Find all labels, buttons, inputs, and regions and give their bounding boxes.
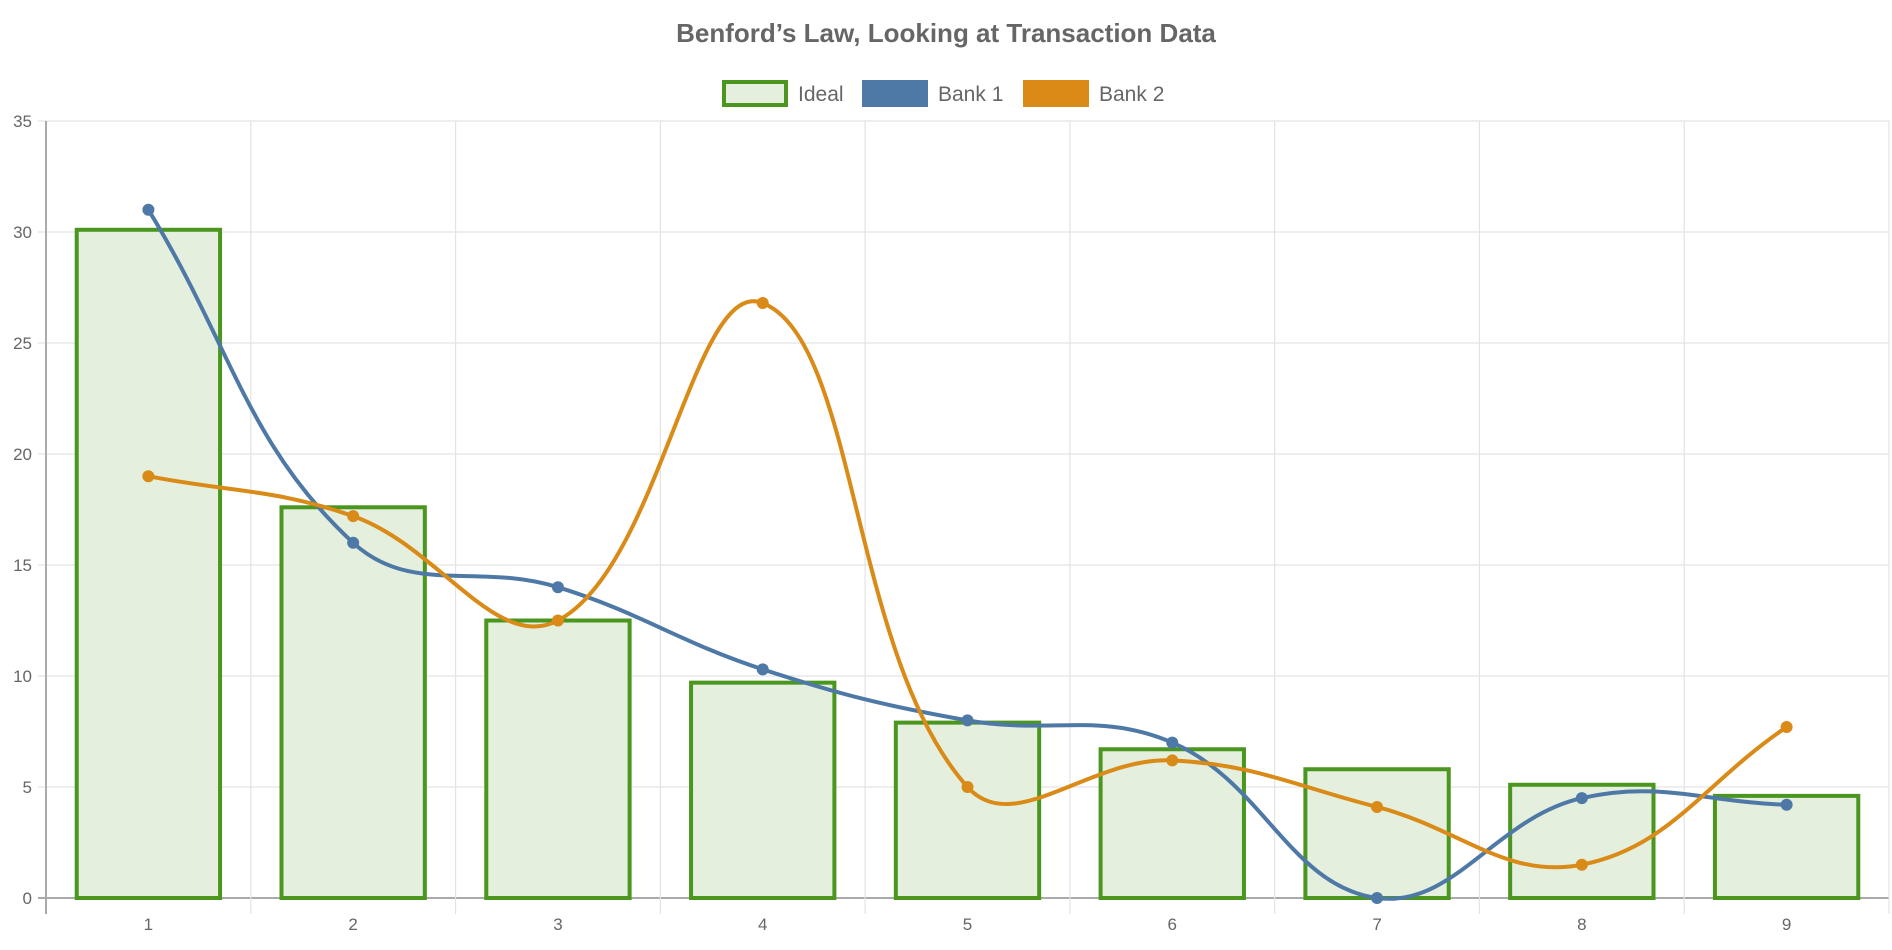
- bank-1-point: [1166, 736, 1179, 749]
- bank-1-point: [347, 536, 360, 549]
- x-tick-label: 3: [553, 915, 562, 934]
- ideal-bar: [1712, 793, 1861, 901]
- x-tick-label: 7: [1372, 915, 1381, 934]
- x-tick-label: 5: [963, 915, 972, 934]
- ideal-bar: [279, 505, 427, 900]
- y-tick-label: 10: [13, 667, 32, 686]
- grid: [38, 120, 1890, 914]
- ideal-bar: [1098, 747, 1246, 901]
- bank-1-point: [551, 581, 564, 594]
- x-tick-label: 6: [1168, 915, 1177, 934]
- x-tick-label: 8: [1577, 915, 1586, 934]
- x-tick-label: 9: [1782, 915, 1791, 934]
- bank-1-point: [1575, 792, 1588, 805]
- legend-swatch-bank-2: [1023, 80, 1089, 107]
- ideal-bar: [893, 720, 1042, 900]
- bank-1-point: [961, 714, 974, 727]
- legend-label-bank-1: Bank 1: [938, 83, 1003, 106]
- y-tick-label: 5: [23, 778, 32, 797]
- tick-labels: 0 5 10 15 20 25 30 35 1 2 3 4 5 6 7 8 9: [13, 112, 1791, 934]
- bank-2-point: [347, 510, 360, 523]
- x-tick-label: 1: [144, 915, 153, 934]
- legend-swatch-ideal: [722, 80, 788, 107]
- bank-2-point: [1166, 754, 1179, 767]
- lines: [142, 203, 1793, 904]
- bank-2-point: [551, 614, 564, 627]
- legend-label-ideal: Ideal: [798, 83, 844, 106]
- y-tick-label: 0: [23, 889, 32, 908]
- x-tick-label: 4: [758, 915, 767, 934]
- y-tick-label: 35: [13, 112, 32, 131]
- bank-1-point: [1371, 892, 1384, 904]
- bank-2-line: [148, 299, 1788, 870]
- y-tick-label: 15: [13, 556, 32, 575]
- bank-2-point: [1575, 858, 1588, 871]
- bank-1-point: [142, 203, 155, 216]
- legend-label-bank-2: Bank 2: [1099, 83, 1164, 106]
- bars: [74, 227, 1861, 901]
- bank-2-point: [1780, 721, 1793, 734]
- bank-2-point: [142, 470, 155, 483]
- x-tick-label: 2: [348, 915, 357, 934]
- bank-2-point: [961, 781, 974, 793]
- bank-2-point: [1371, 800, 1384, 813]
- chart-title: Benford’s Law, Looking at Transaction Da…: [676, 18, 1216, 48]
- y-tick-label: 25: [13, 334, 32, 353]
- y-tick-label: 30: [13, 223, 32, 242]
- bank-1-point: [1780, 798, 1793, 811]
- bank-1-point: [756, 663, 769, 676]
- legend-swatch-bank-1: [862, 80, 928, 107]
- y-tick-label: 20: [13, 445, 32, 464]
- legend: Ideal Bank 1 Bank 2: [722, 80, 1164, 107]
- ideal-bar: [74, 227, 223, 900]
- ideal-bar: [689, 680, 837, 900]
- bank-2-point: [756, 297, 769, 310]
- ideal-bar: [484, 618, 632, 900]
